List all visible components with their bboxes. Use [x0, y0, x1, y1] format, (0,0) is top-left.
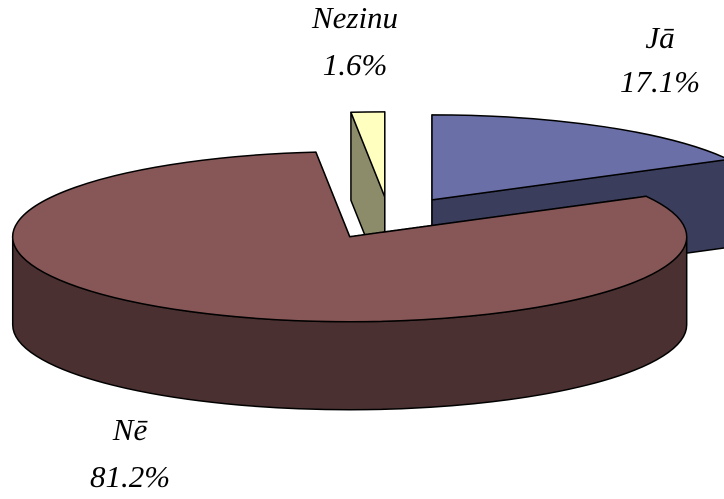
- slice-top: [350, 111, 386, 198]
- slice-label: Nezinu: [311, 0, 398, 35]
- value-label: 81.2%: [90, 459, 170, 494]
- slice-top: [431, 114, 724, 201]
- slice-top: [12, 151, 688, 323]
- pie: [11, 111, 724, 411]
- slice-label: Jā: [645, 20, 674, 55]
- value-label: 17.1%: [620, 64, 700, 99]
- slice-label: Nē: [112, 412, 149, 447]
- labels: Jā 17.1% Nē 81.2% Nezinu 1.6%: [90, 0, 700, 494]
- value-label: 1.6%: [323, 47, 388, 82]
